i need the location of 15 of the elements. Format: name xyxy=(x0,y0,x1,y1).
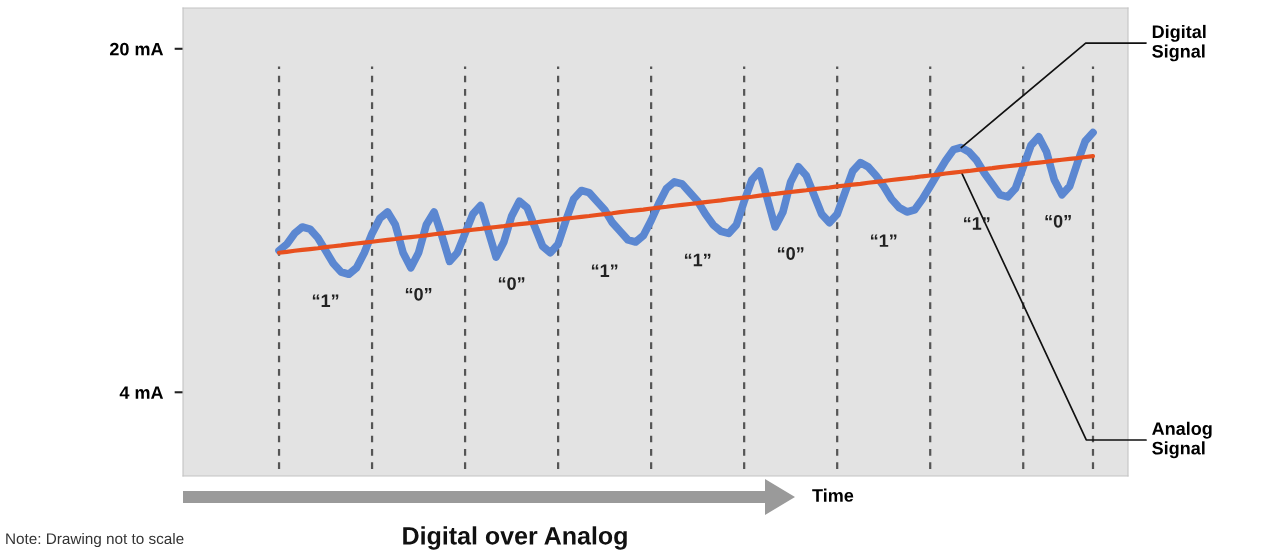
annotation: “0” xyxy=(498,277,525,290)
y-tick-label: 20 mA xyxy=(109,42,164,56)
y-tick-label: 4 mA xyxy=(119,386,164,399)
annotation: “0” xyxy=(405,287,432,301)
text: Digital Signal xyxy=(1152,24,1206,62)
x-axis-title: Time xyxy=(812,488,854,502)
text: Analog Signal xyxy=(1152,421,1212,459)
text: Digital over Analog xyxy=(403,526,627,550)
annotation: “1” xyxy=(312,294,339,307)
annotation: “1” xyxy=(870,234,897,247)
text: Note: Drawing not to scale xyxy=(6,532,184,548)
annotation: “1” xyxy=(684,253,711,267)
annotation: “1” xyxy=(591,264,618,277)
annotation: “0” xyxy=(777,247,804,260)
annotation: “0” xyxy=(1045,214,1071,228)
